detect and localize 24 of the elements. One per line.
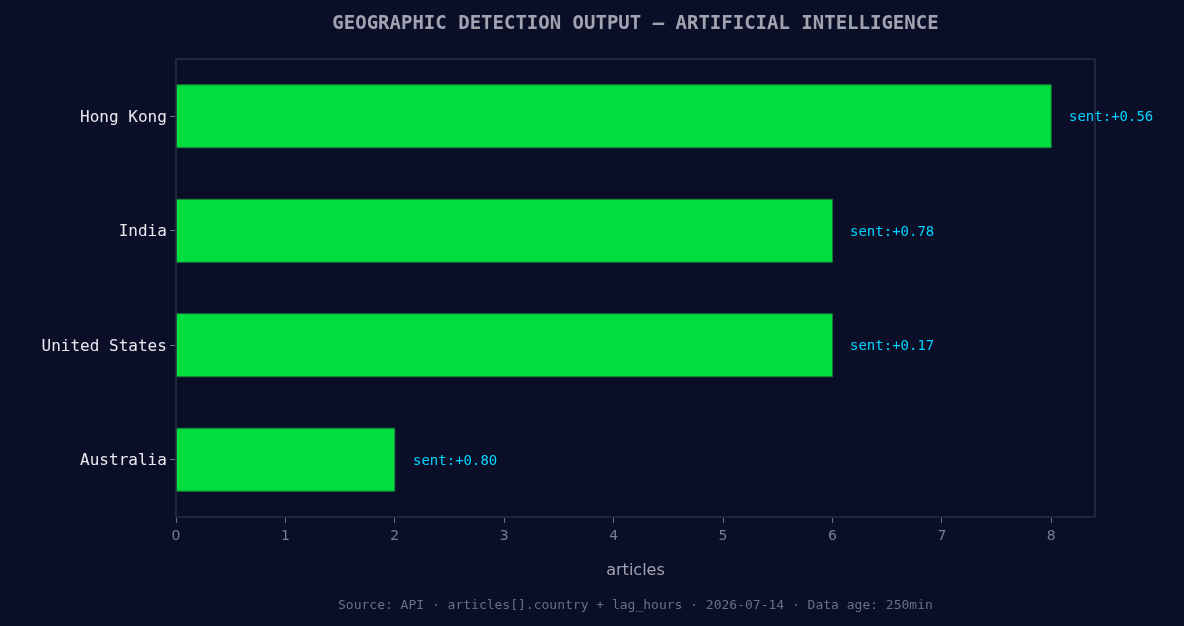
x-tick-label: 1 [280, 526, 290, 543]
bar [176, 427, 396, 492]
annotation: sent:+0.78 [850, 223, 935, 239]
bar [176, 84, 1052, 149]
bar [176, 198, 833, 263]
chart-title: GEOGRAPHIC DETECTION OUTPUT — ARTIFICIAL INTELLIGENCE [332, 10, 939, 33]
annotation: sent:+0.80 [413, 452, 498, 468]
y-tick-label: United States [41, 335, 167, 355]
x-tick-label: 8 [1046, 526, 1056, 543]
x-tick-label: 2 [390, 526, 400, 543]
x-tick-label: 4 [609, 526, 619, 543]
x-tick-label: 0 [171, 526, 181, 543]
x-axis-title: articles [606, 560, 665, 579]
x-tick-label: 5 [718, 526, 728, 543]
bar [176, 313, 833, 378]
x-tick-label: 3 [499, 526, 509, 543]
annotation: sent:+0.56 [1069, 108, 1154, 124]
y-tick-label: India [118, 221, 167, 241]
y-tick-label: Australia [80, 450, 167, 470]
annotation: sent:+0.17 [850, 337, 935, 353]
source-note: Source: API · articles[].country + lag_hours · 2026-07-14 · Data age: 250min [338, 597, 933, 612]
y-tick-label: Hong Kong [80, 106, 167, 126]
x-tick-label: 7 [937, 526, 947, 543]
x-tick-label: 6 [827, 526, 837, 543]
